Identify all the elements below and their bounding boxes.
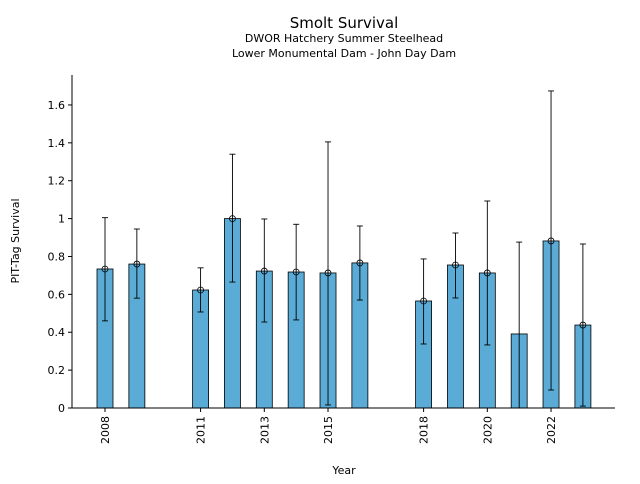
point-marker-2011: [197, 286, 204, 294]
y-tick-label: 1.6: [48, 99, 66, 112]
point-marker-2022: [547, 237, 555, 245]
chart-subtitle-2: Lower Monumental Dam - John Day Dam: [232, 47, 456, 60]
y-tick-label: 1.2: [48, 175, 66, 188]
x-tick-label: 2020: [481, 416, 494, 444]
chart-title: Smolt Survival: [290, 14, 399, 32]
point-marker-2023: [579, 321, 587, 329]
y-tick-label: 1.4: [48, 137, 66, 150]
chart-subtitle-1: DWOR Hatchery Summer Steelhead: [245, 32, 443, 45]
point-marker-2018: [420, 297, 428, 305]
y-tick-label: 0: [58, 402, 65, 415]
point-marker-2014: [292, 268, 300, 276]
y-tick-label: 0.8: [48, 250, 66, 263]
y-tick-label: 1: [58, 213, 65, 226]
y-axis-label: PIT-Tag Survival: [9, 198, 22, 283]
y-tick-label: 0.2: [48, 364, 66, 377]
point-marker-2020: [483, 269, 491, 277]
x-tick-label: 2022: [545, 416, 558, 444]
x-tick-label: 2008: [99, 416, 112, 444]
x-tick-label: 2018: [418, 416, 431, 444]
point-marker-2013: [260, 267, 268, 275]
point-marker-2016: [356, 259, 364, 267]
point-marker-2012: [229, 215, 236, 223]
point-marker-2009: [133, 260, 141, 268]
point-marker-2019: [452, 261, 459, 269]
y-tick-label: 0.4: [48, 326, 66, 339]
x-tick-label: 2011: [195, 416, 208, 444]
point-marker-2008: [101, 265, 109, 273]
y-tick-label: 0.6: [48, 288, 66, 301]
x-axis-label: Year: [331, 464, 356, 477]
x-tick-label: 2013: [258, 416, 271, 444]
x-tick-label: 2015: [322, 416, 335, 444]
point-marker-2015: [324, 269, 332, 277]
